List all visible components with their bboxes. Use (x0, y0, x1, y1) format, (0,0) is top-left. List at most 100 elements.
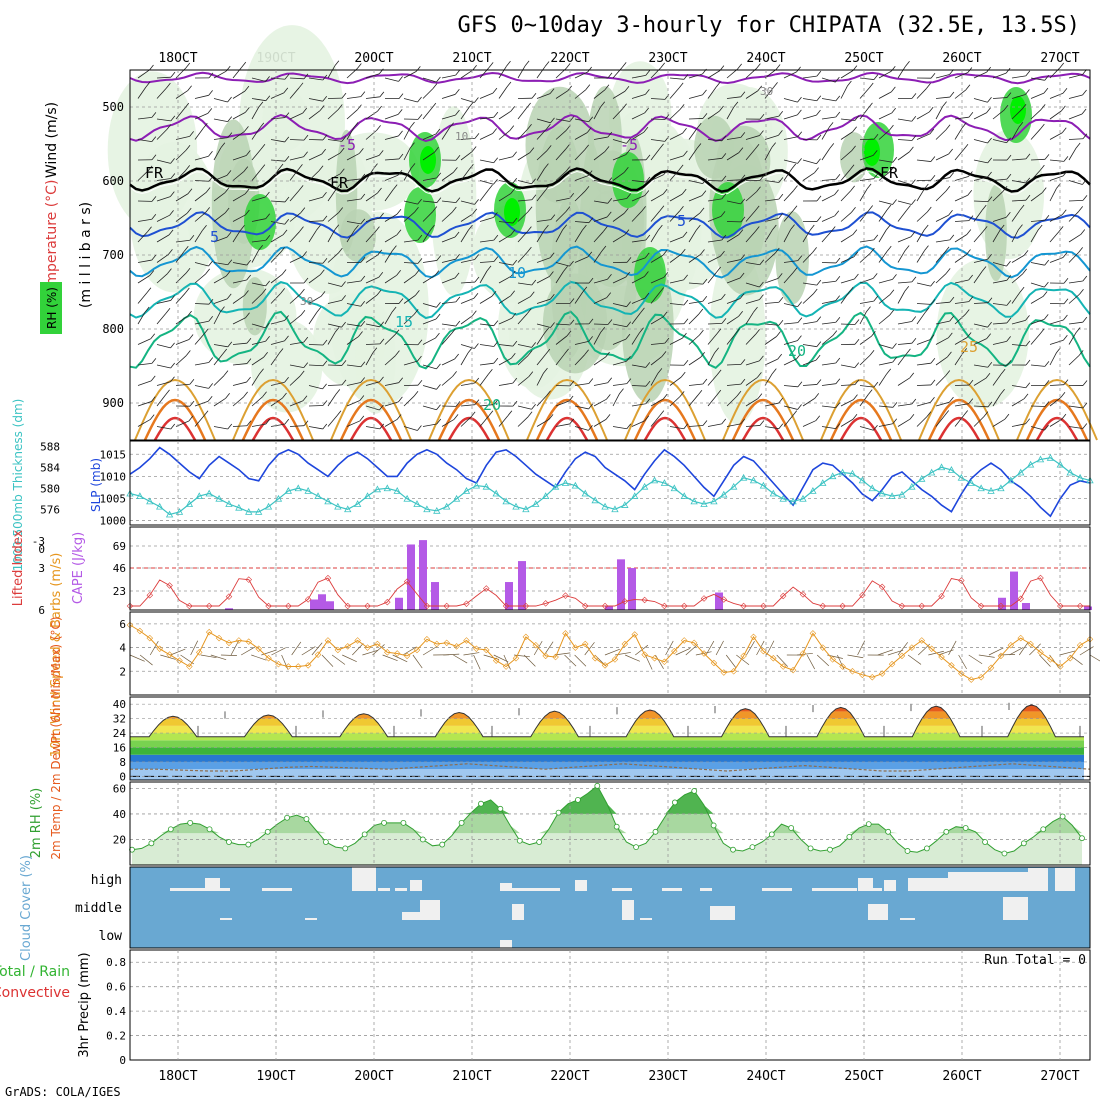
upper-wind-barb (384, 250, 393, 263)
upper-wind-barb (707, 110, 720, 120)
upper-wind-barb (574, 291, 584, 304)
temp2m-band (130, 747, 1084, 755)
upper-wind-barb (1068, 426, 1083, 429)
upper-wind-barb (897, 291, 906, 304)
upper-wind-barb (498, 275, 512, 284)
upper-wind-barb (859, 155, 874, 161)
upper-wind-barb-flag (815, 354, 821, 361)
upper-wind-barb (707, 322, 723, 325)
upper-wind-barb-flag (812, 288, 818, 295)
wind10-barb (240, 646, 256, 656)
upper-wind-barb (422, 229, 431, 243)
upper-wind-barb-flag (835, 423, 841, 429)
upper-wind-barb (308, 153, 322, 161)
upper-wind-barb (783, 415, 794, 427)
upper-wind-barb (726, 333, 736, 345)
upper-wind-barb (270, 381, 285, 386)
thickness-ylabel: 1000-500mb Thickness (dm) (11, 399, 25, 572)
upper-wind-barb (916, 211, 928, 222)
upper-wind-barb (574, 229, 583, 243)
upper-wind-barb-flag (721, 175, 727, 182)
upper-wind-barb (707, 198, 722, 202)
thickness-marker (819, 479, 827, 486)
upper-wind-barb (384, 311, 393, 325)
upper-wind-barb-flag (721, 135, 727, 142)
upper-wind-barb-flag (759, 294, 764, 300)
upper-wind-barb-flag (548, 414, 554, 420)
temp2m-tick-label: 24 (113, 727, 127, 740)
upper-wind-barb-flag (284, 155, 290, 162)
upper-wind-barb-flag (891, 86, 896, 93)
upper-wind-barb-flag (1025, 340, 1031, 347)
upper-wind-barb-flag (183, 245, 189, 252)
upper-wind-barb-flag (683, 274, 688, 281)
contour-warm-bump (722, 378, 804, 441)
upper-wind-barb (422, 337, 436, 345)
upper-wind-barb (270, 397, 283, 407)
upper-wind-barb-flag (797, 335, 802, 341)
upper-wind-barb (403, 239, 418, 243)
upper-wind-barb (422, 405, 437, 411)
x-date-top-label: 26OCT (942, 51, 981, 66)
upper-wind-barb-flag (531, 279, 537, 286)
upper-wind-barb-flag (170, 376, 175, 383)
upper-wind-barb-flag (243, 166, 249, 172)
upper-wind-barb-flag (284, 376, 289, 383)
upper-wind-barb-flag (847, 80, 852, 87)
wind10-marker (621, 640, 629, 648)
upper-wind-barb (783, 358, 797, 366)
upper-wind-barb-flag (1006, 360, 1012, 366)
upper-wind-barb-flag (397, 170, 403, 176)
lifted-index-marker (186, 602, 193, 610)
upper-wind-barb-flag (682, 127, 687, 134)
upper-wind-barb (251, 106, 260, 120)
thickness-marker (235, 503, 243, 511)
lifted-index-marker (819, 602, 827, 610)
upper-wind-barb-flag (985, 372, 991, 379)
wind10-barb (756, 640, 765, 656)
upper-wind-barb (289, 341, 304, 345)
upper-wind-barb-flag (284, 136, 290, 143)
upper-wind-barb-flag (944, 246, 950, 253)
wind10-barb (665, 640, 674, 656)
upper-wind-barb (726, 277, 741, 284)
upper-wind-barb (479, 415, 490, 427)
upper-wind-barb-flag (792, 205, 798, 212)
upper-wind-barb-flag (892, 418, 898, 425)
upper-wind-barb (574, 89, 587, 99)
upper-wind-barb (517, 282, 532, 286)
upper-wind-barb-flag (360, 91, 366, 97)
upper-wind-barb-flag (165, 389, 170, 396)
upper-wind-barb-flag (529, 147, 535, 153)
x-date-top-label: 21OCT (452, 51, 491, 66)
upper-wind-barb-flag (797, 381, 803, 388)
lifted-index-marker (126, 602, 134, 610)
upper-wind-barb (935, 239, 950, 243)
upper-wind-barb (479, 92, 494, 99)
upper-wind-barb-flag (1044, 380, 1050, 386)
contour-warm-bump (232, 378, 314, 441)
upper-wind-barb (916, 188, 925, 202)
upper-wind-barb (688, 334, 700, 345)
upper-wind-barb-flag (588, 378, 594, 384)
upper-wind-barb-flag (375, 226, 380, 232)
upper-wind-barb (1030, 169, 1041, 181)
rh2m-marker (303, 816, 310, 822)
upper-wind-barb-flag (226, 293, 232, 300)
upper-wind-barb (289, 293, 301, 304)
upper-wind-barb-flag (854, 273, 859, 280)
thickness-marker (888, 492, 896, 500)
wind10-barb (1059, 650, 1076, 656)
wind10-barb (897, 642, 908, 656)
rh2m-marker (167, 826, 174, 833)
upper-wind-barb-flag (924, 245, 929, 251)
upper-wind-barb-flag (469, 164, 474, 170)
upper-wind-barb-flag (474, 254, 479, 260)
cloud-gap-block (170, 888, 205, 891)
upper-wind-barb-flag (189, 131, 194, 137)
upper-wind-barb-flag (569, 260, 574, 267)
upper-wind-barb (346, 153, 360, 161)
upper-wind-barb (650, 415, 661, 427)
upper-wind-barb-flag (697, 389, 703, 396)
upper-wind-barb (422, 88, 434, 99)
